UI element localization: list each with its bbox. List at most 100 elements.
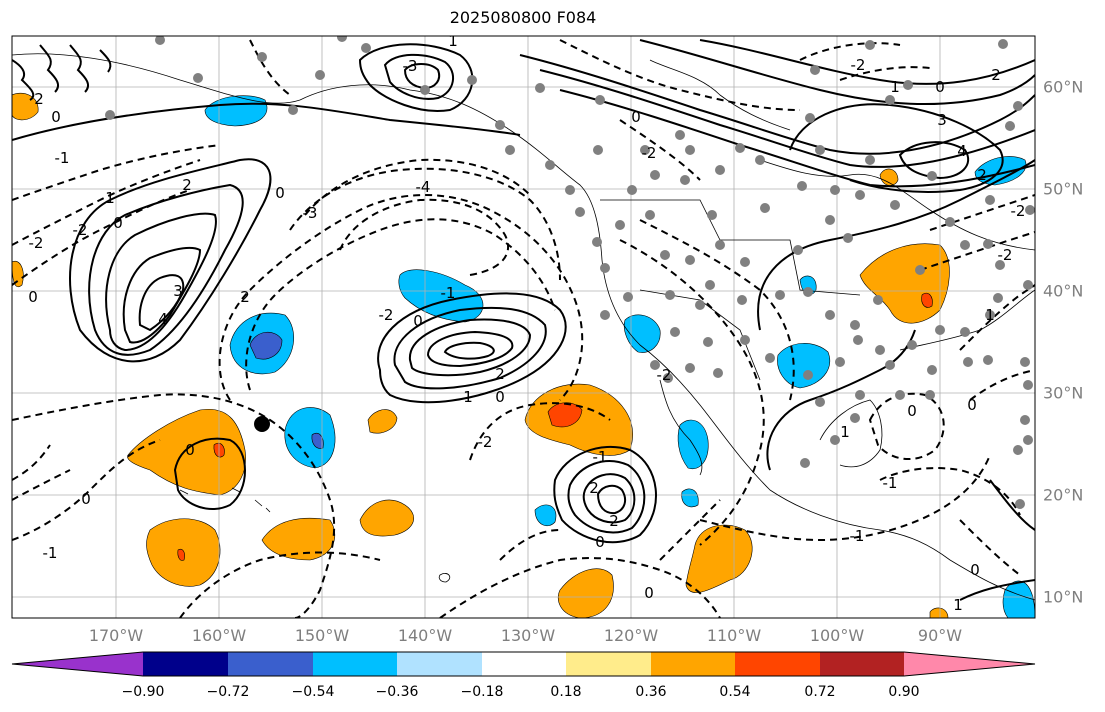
contour-label: 1 — [105, 189, 115, 207]
anomaly-blue-se — [1002, 580, 1035, 618]
anomaly-deepblue-pac2 — [311, 432, 324, 449]
contour-label: 2 — [182, 176, 192, 194]
contour-label: 0 — [907, 402, 917, 420]
contour-label: -1 — [441, 284, 456, 302]
lat-label: 10°N — [1043, 587, 1084, 607]
colorbar-tick-label: −0.90 — [121, 684, 165, 700]
contour-label: -2 — [998, 246, 1013, 264]
lat-label: 60°N — [1043, 77, 1084, 97]
contour-label: 0 — [495, 388, 505, 406]
dashed-contours — [12, 39, 1035, 618]
anomaly-blue-gulf — [681, 488, 699, 508]
contour-labels: 0 2 -1 -2 -2 0 0 1 2 3 4 2 0 -3 -4 -2 0 … — [28, 36, 1025, 614]
contour-label: 0 — [81, 490, 91, 508]
contour-label: 0 — [631, 108, 641, 126]
contour-label: -2 — [379, 306, 394, 324]
colorbar-tick-label: −0.54 — [291, 684, 335, 700]
contour-label: 0 — [185, 441, 195, 459]
contour-label: 2 — [609, 512, 619, 530]
contour-label: 1 — [985, 306, 995, 324]
contour-label: -2 — [73, 221, 88, 239]
anomaly-orange-mex1 — [685, 524, 753, 593]
anomaly-red-baja — [547, 402, 583, 428]
contour-label: 4 — [957, 142, 967, 160]
lon-label: 100°W — [809, 626, 865, 645]
contour-label: -1 — [593, 448, 608, 466]
contour-label: 1 — [840, 423, 850, 441]
colorbar-cell — [313, 652, 397, 676]
contour-label: -1 — [43, 544, 58, 562]
contour-label: 1 — [953, 596, 963, 614]
contour-label: 0 — [595, 533, 605, 551]
contour-label: -1 — [850, 527, 865, 545]
contour-label: 0 — [113, 214, 123, 232]
colorbar-cell — [735, 652, 820, 676]
anomaly-orange-west — [12, 260, 24, 288]
colorbar-outline — [11, 651, 1036, 677]
contour-label: -3 — [403, 57, 418, 75]
colorbar-tick-label: 0.36 — [635, 684, 667, 700]
contour-label: -2 — [851, 56, 866, 74]
map-frame — [11, 35, 1036, 619]
colorbar-cell — [566, 652, 651, 676]
colorbar-tick-label: −0.72 — [206, 684, 250, 700]
contour-label: -4 — [416, 178, 431, 196]
contour-label: 1 — [890, 78, 900, 96]
lon-label: 120°W — [603, 626, 659, 645]
anomaly-blue-calif — [623, 314, 661, 353]
anomaly-blue-sub — [534, 504, 557, 526]
colorbar-tick-label: 0.54 — [719, 684, 751, 700]
anomaly-orange-lakes — [859, 243, 950, 324]
contour-label: -2 — [29, 234, 44, 252]
contour-label: 2 — [34, 90, 44, 108]
contour-label: 0 — [51, 108, 61, 126]
colorbar-tick-label: 0.90 — [888, 684, 920, 700]
anomaly-orange-mex2 — [557, 568, 614, 618]
contour-label: -2 — [478, 433, 493, 451]
shaded-anomalies — [12, 92, 1035, 618]
anomaly-red-south1 — [177, 548, 185, 561]
contour-label: 2 — [977, 166, 987, 184]
colorbar-tick-label: −0.36 — [375, 684, 419, 700]
colorbar-tick-label: 0.72 — [804, 684, 836, 700]
lon-label: 150°W — [294, 626, 350, 645]
lat-label: 50°N — [1043, 179, 1084, 199]
anomaly-orange-small — [367, 409, 398, 434]
contour-label: 0 — [275, 184, 285, 202]
contour-label: -2 — [657, 366, 672, 384]
anomaly-orange-hawaii — [127, 408, 246, 496]
lon-label: 170°W — [88, 626, 144, 645]
colorbar-cell — [228, 652, 313, 676]
contour-label: 0 — [967, 396, 977, 414]
contour-label: 2 — [240, 288, 250, 306]
contour-label: -2 — [642, 144, 657, 162]
lon-label: 90°W — [917, 626, 963, 645]
anomaly-red-lakes — [921, 292, 933, 308]
anomaly-blue-pac2 — [284, 407, 336, 469]
contour-label: 0 — [28, 288, 38, 306]
lat-label: 30°N — [1043, 383, 1084, 403]
anomaly-deepblue-pac1 — [249, 332, 283, 360]
contour-label: 0 — [413, 312, 423, 330]
contour-label: 4 — [158, 310, 168, 328]
anomaly-orange-se — [929, 607, 949, 618]
lat-label: 40°N — [1043, 281, 1084, 301]
contour-label: 3 — [937, 111, 947, 129]
anomaly-orange-south3 — [359, 499, 414, 537]
colorbar-cell — [651, 652, 735, 676]
anomaly-blue-alaska — [204, 95, 268, 127]
station-dots — [105, 36, 1035, 509]
colorbar-tick-label: −0.18 — [460, 684, 504, 700]
contour-label: 2 — [589, 479, 599, 497]
colorbar-cell — [397, 652, 482, 676]
contour-label: -3 — [303, 204, 318, 222]
contour-label: 2 — [991, 66, 1001, 84]
lon-label: 140°W — [397, 626, 453, 645]
black-marker — [254, 416, 270, 432]
contour-label: 0 — [970, 561, 980, 579]
colorbar-lower-extension — [12, 652, 143, 676]
contour-label: -1 — [883, 474, 898, 492]
colorbar-cell — [820, 652, 904, 676]
solid-contours — [12, 39, 1035, 601]
